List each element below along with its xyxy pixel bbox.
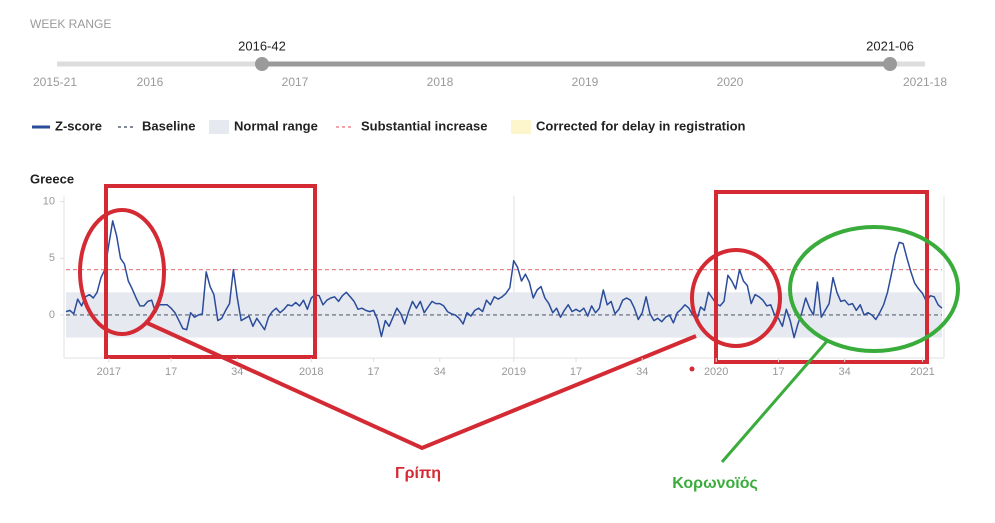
annotation-shapes — [78, 184, 960, 463]
range-handle[interactable] — [883, 57, 897, 71]
highlight-circle — [78, 208, 166, 336]
y-tick-label: 5 — [49, 252, 55, 264]
range-tick-label: 2015-21 — [33, 75, 77, 89]
x-tick-label: 34 — [839, 366, 851, 378]
range-tick-label: 2017 — [282, 75, 309, 89]
legend-label: Z-score — [55, 118, 102, 133]
range-tick-label: 2016 — [137, 75, 164, 89]
x-tick-label: 17 — [367, 366, 379, 378]
legend-label: Normal range — [234, 118, 318, 133]
y-tick-label: 0 — [49, 309, 55, 321]
legend-label: Corrected for delay in registration — [536, 118, 746, 133]
x-tick-label: 2020 — [704, 366, 728, 378]
chart-title: Greece — [30, 171, 74, 186]
x-tick-label: 17 — [772, 366, 784, 378]
range-tick-label: 2019 — [572, 75, 599, 89]
dot — [689, 366, 695, 372]
x-tick-label: 17 — [570, 366, 582, 378]
range-tick-label: 2018 — [427, 75, 454, 89]
highlight-box — [714, 190, 929, 364]
range-tick-label: 2021-18 — [903, 75, 947, 89]
z-score-line — [65, 220, 943, 339]
week-range-title: WEEK RANGE — [30, 17, 111, 31]
range-end-label: 2021-06 — [866, 38, 914, 53]
range-handle[interactable] — [255, 57, 269, 71]
range-tick-label: 2020 — [717, 75, 744, 89]
legend-marker — [511, 120, 531, 134]
x-tick-label: 17 — [165, 366, 177, 378]
x-tick-label: 34 — [231, 366, 243, 378]
x-tick-label: 34 — [636, 366, 648, 378]
annotation-covid: Κορωνοϊός — [672, 475, 758, 492]
pointer-line — [720, 339, 830, 463]
x-tick-label: 2017 — [97, 366, 121, 378]
x-tick-label: 2019 — [501, 366, 525, 378]
legend-marker — [209, 120, 229, 134]
x-tick-label: 2021 — [910, 366, 934, 378]
x-tick-label: 34 — [434, 366, 446, 378]
legend-label: Substantial increase — [361, 118, 487, 133]
x-tick-label: 2018 — [299, 366, 323, 378]
highlight-box — [104, 184, 317, 359]
legend-label: Baseline — [142, 118, 195, 133]
range-start-label: 2016-42 — [238, 38, 286, 53]
annotation-flu: Γρίπη — [395, 465, 441, 482]
pointer-line — [144, 320, 697, 451]
highlight-circle — [690, 248, 782, 348]
highlight-circle — [788, 225, 960, 353]
plot-area — [65, 220, 943, 339]
y-tick-label: 10 — [43, 196, 55, 208]
